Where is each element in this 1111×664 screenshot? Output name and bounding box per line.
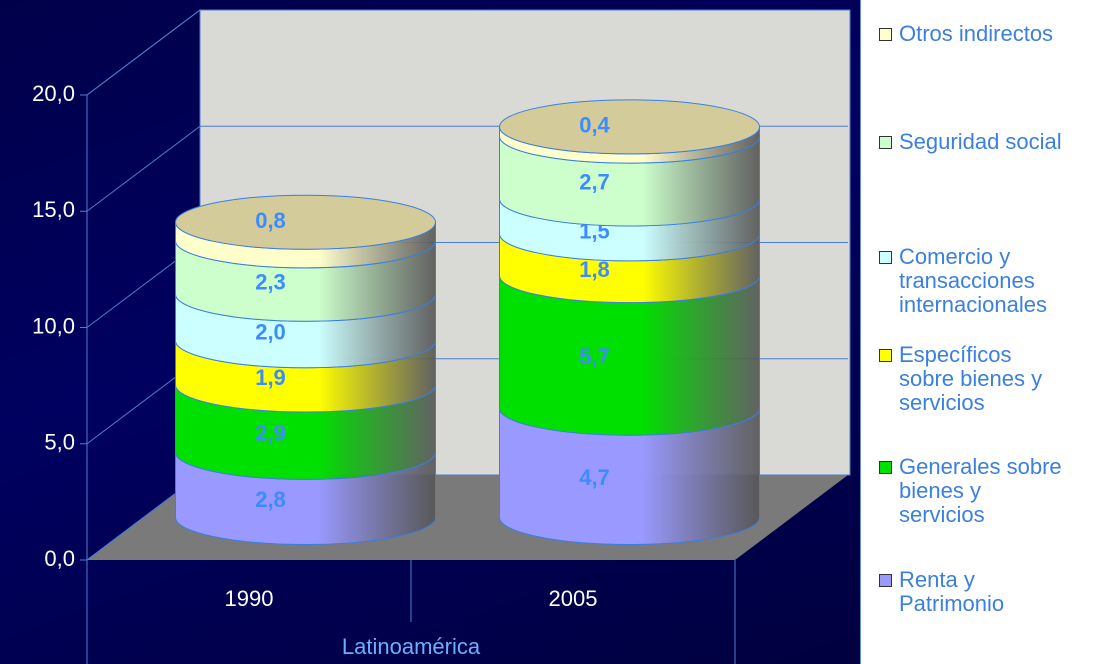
x-tick-label: 2005 (549, 586, 598, 611)
value-label: 2,0 (255, 320, 286, 345)
legend-entry: Renta y Patrimonio (879, 568, 1069, 616)
legend-swatch (879, 349, 892, 362)
y-tick-label: 15,0 (32, 197, 75, 222)
x-axis-label: Latinoamérica (342, 634, 481, 659)
legend-swatch (879, 136, 892, 149)
value-label: 2,3 (255, 270, 286, 295)
value-label: 2,9 (255, 421, 286, 446)
legend-entry: Generales sobre bienes y servicios (879, 455, 1069, 527)
legend-label: Comercio y transacciones internacionales (899, 244, 1047, 317)
legend-swatch (879, 251, 892, 264)
value-label: 2,7 (579, 170, 610, 195)
y-tick-label: 5,0 (44, 430, 75, 455)
value-label: 0,4 (579, 113, 610, 138)
legend-entry: Comercio y transacciones internacionales (879, 245, 1099, 317)
value-label: 5,7 (579, 344, 610, 369)
legend-label: Renta y Patrimonio (899, 567, 1005, 616)
value-label: 0,8 (255, 208, 286, 233)
value-label: 2,8 (255, 487, 286, 512)
cylinder-top (175, 194, 436, 250)
chart: 0,0 5,0 10,0 15,0 20,0 1990 2005 Latinoamérica 2… (32, 8, 851, 664)
y-tick-label: 0,0 (44, 546, 75, 571)
legend-swatch (879, 28, 892, 41)
legend-label: Específicos sobre bienes y servicios (899, 342, 1043, 415)
legend-label: Otros indirectos (899, 21, 1054, 46)
x-tick-label: 1990 (225, 586, 274, 611)
legend-swatch (879, 461, 892, 474)
y-tick-label: 10,0 (32, 313, 75, 338)
grid-line (86, 125, 201, 212)
cylinder-top (499, 99, 760, 155)
legend-label: Seguridad social (899, 129, 1062, 154)
y-tick-label: 20,0 (32, 81, 75, 106)
legend-entry: Otros indirectos (879, 22, 1111, 46)
legend-swatch (879, 574, 892, 587)
legend-label: Generales sobre bienes y servicios (899, 454, 1062, 527)
legend-entry: Seguridad social (879, 130, 1069, 154)
value-label: 4,7 (579, 465, 610, 490)
legend: Otros indirectos Seguridad social Comercio… (860, 0, 1111, 664)
legend-entry: Específicos sobre bienes y servicios (879, 343, 1069, 415)
grid-line (86, 9, 201, 96)
value-label: 1,8 (579, 257, 610, 282)
value-label: 1,9 (255, 365, 286, 390)
